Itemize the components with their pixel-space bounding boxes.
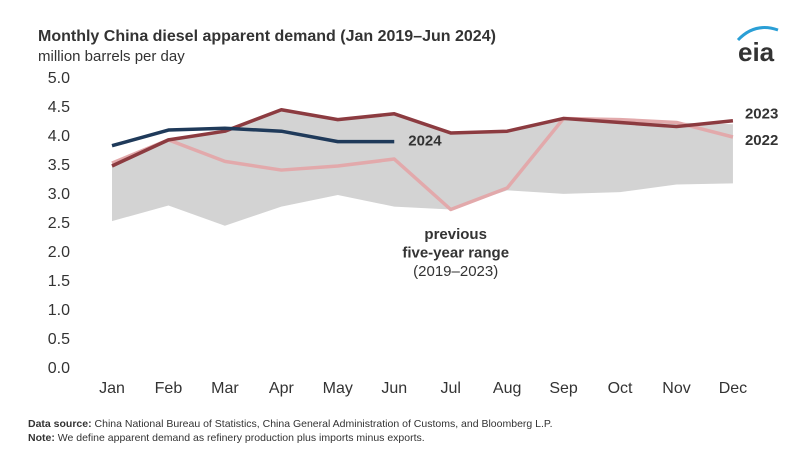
- annotation: five-year range: [402, 244, 509, 261]
- note-text: We define apparent demand as refinery pr…: [55, 432, 425, 444]
- y-tick-label: 3.5: [48, 157, 70, 174]
- chart-subtitle: million barrels per day: [38, 48, 185, 65]
- series-label: 2022: [745, 132, 778, 149]
- note-text: China National Bureau of Statistics, Chi…: [92, 418, 553, 430]
- y-tick-label: 1.0: [48, 302, 70, 319]
- annotation: (2019–2023): [413, 263, 498, 280]
- y-tick-label: 0.5: [48, 331, 70, 348]
- logo-swoosh: [736, 26, 779, 42]
- x-tick-label: Nov: [662, 380, 690, 397]
- y-tick-label: 0.0: [48, 360, 70, 377]
- series-line: [111, 107, 734, 168]
- x-tick-label: Oct: [608, 380, 633, 397]
- x-tick-label: Sep: [549, 380, 578, 397]
- y-tick-label: 5.0: [48, 70, 70, 87]
- series-line: [111, 126, 395, 148]
- x-tick-label: Aug: [493, 380, 521, 397]
- annotation: previous: [424, 226, 487, 243]
- series-line: [111, 116, 734, 212]
- y-tick-label: 1.5: [48, 273, 70, 290]
- series-label: 2024: [408, 133, 442, 150]
- y-tick-label: 2.0: [48, 244, 70, 261]
- series-label: 2023: [745, 106, 778, 123]
- note-label: Note:: [28, 432, 55, 444]
- x-tick-label: Apr: [269, 380, 295, 397]
- x-tick-label: Mar: [211, 380, 239, 397]
- x-tick-label: Jan: [99, 380, 125, 397]
- y-tick-label: 4.5: [48, 99, 70, 116]
- y-tick-label: 2.5: [48, 215, 70, 232]
- x-tick-label: Dec: [719, 380, 747, 397]
- range-band: [112, 110, 733, 226]
- x-tick-label: May: [323, 380, 353, 397]
- x-tick-label: Jun: [381, 380, 407, 397]
- chart-title: Monthly China diesel apparent demand (Ja…: [38, 28, 496, 45]
- x-tick-label: Jul: [440, 380, 460, 397]
- note: Note: We define apparent demand as refin…: [28, 432, 425, 444]
- logo: eia: [738, 37, 775, 67]
- x-tick-label: Feb: [155, 380, 183, 397]
- y-tick-label: 3.0: [48, 186, 70, 203]
- note: Data source: China National Bureau of St…: [28, 418, 553, 430]
- note-label: Data source:: [28, 418, 92, 430]
- y-tick-label: 4.0: [48, 128, 70, 145]
